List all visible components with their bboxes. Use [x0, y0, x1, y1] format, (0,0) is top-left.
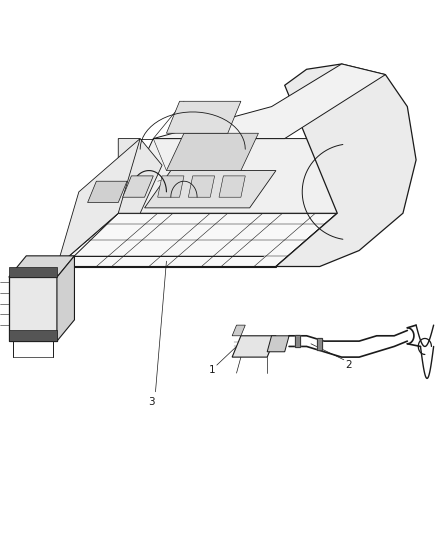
Text: 2: 2	[345, 360, 352, 370]
Polygon shape	[9, 266, 57, 277]
Polygon shape	[57, 256, 74, 341]
Text: 1: 1	[209, 366, 216, 375]
Polygon shape	[57, 139, 140, 266]
Polygon shape	[145, 171, 276, 208]
Polygon shape	[118, 139, 162, 213]
Text: 3: 3	[148, 398, 155, 407]
Polygon shape	[9, 277, 57, 341]
Polygon shape	[9, 330, 57, 341]
Bar	[295, 335, 300, 347]
Polygon shape	[118, 139, 372, 213]
Polygon shape	[188, 176, 215, 197]
Polygon shape	[219, 176, 245, 197]
Polygon shape	[57, 213, 337, 266]
Bar	[317, 338, 322, 350]
Polygon shape	[267, 336, 289, 352]
Polygon shape	[232, 325, 245, 336]
Polygon shape	[9, 256, 74, 277]
Polygon shape	[276, 64, 416, 266]
Text: 1: 1	[38, 307, 45, 317]
Polygon shape	[166, 133, 258, 171]
Polygon shape	[88, 181, 127, 203]
Polygon shape	[153, 64, 385, 139]
Polygon shape	[232, 336, 276, 357]
Polygon shape	[123, 176, 153, 197]
Polygon shape	[166, 101, 241, 133]
Bar	[317, 338, 322, 350]
Polygon shape	[158, 176, 184, 197]
Bar	[295, 335, 300, 347]
